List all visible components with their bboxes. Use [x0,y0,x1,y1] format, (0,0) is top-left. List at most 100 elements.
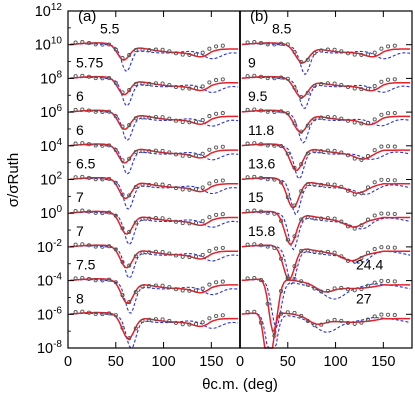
data-point [252,174,257,179]
energy-label-a-0: 5.5 [100,21,120,37]
data-point [305,214,310,219]
data-point [245,175,250,180]
data-point [272,333,277,338]
data-point [379,312,384,317]
xtick-label: 50 [108,354,124,370]
data-point [180,153,185,158]
data-point [207,80,212,85]
data-point [207,282,212,287]
data-point [258,320,264,325]
data-point [80,309,85,314]
data-point [140,216,145,221]
data-point [279,41,284,46]
dashed-line [69,211,239,246]
solid-line [69,278,239,305]
data-point [140,284,145,289]
data-point [245,141,250,146]
data-point [193,288,199,293]
data-point [86,276,92,282]
data-point [187,120,192,125]
data-point [386,211,391,216]
dashed-line [241,43,411,76]
data-point [147,182,152,187]
data-point [258,209,264,214]
data-point [299,189,304,194]
energy-label-b-5: 15 [248,189,264,205]
data-point [100,312,105,317]
data-point [245,40,250,45]
ytick-label: 10-6 [37,305,62,323]
data-point [113,114,118,119]
data-point [372,50,377,55]
curve-a-7 [69,275,239,314]
data-point [305,57,310,62]
data-point [160,81,165,86]
ytick-label: 1010 [35,36,63,54]
data-point [372,117,377,122]
curve-b-2 [241,107,411,144]
ytick-label: 10-8 [37,339,62,357]
data-point [120,325,125,330]
data-point [153,148,158,153]
data-point [305,248,310,253]
data-point [173,118,179,123]
data-point [392,77,397,82]
data-point [285,76,290,81]
data-point [153,182,158,187]
data-point [345,287,351,292]
energy-label-b-3: 11.8 [248,122,274,138]
solid-line [241,278,411,332]
data-point [245,107,250,112]
data-point [113,80,118,85]
data-point [386,312,391,317]
data-point [325,319,330,324]
data-point [113,180,118,185]
data-point [245,74,250,79]
data-point [73,276,78,281]
curve-b-4 [241,174,411,216]
data-point [325,47,330,52]
data-point [193,86,199,91]
data-point [93,278,98,283]
data-point [352,192,357,197]
xtick-label: 150 [371,354,395,370]
data-point [339,116,344,121]
data-point [133,116,138,121]
data-point [187,255,192,260]
data-point [386,77,391,82]
energy-label-a-6: 7 [76,223,84,239]
energy-label-b-4: 13.6 [248,156,275,172]
data-point [100,109,105,115]
data-point [173,253,179,258]
data-point [332,47,337,52]
data-point [359,255,364,261]
data-point [265,244,270,249]
data-point [187,187,192,192]
data-point [220,313,225,318]
data-point [386,177,391,183]
data-point [272,76,277,81]
data-point [153,249,158,254]
data-point [93,42,98,47]
data-point [292,49,297,55]
data-point [133,326,138,331]
data-point [339,49,344,54]
data-point [120,56,125,61]
data-point [140,182,145,188]
data-point [332,286,337,291]
dashed-line [69,110,239,142]
data-point [305,318,310,324]
data-point [312,286,317,291]
data-point [292,203,297,208]
data-point [352,226,357,231]
data-point [339,318,344,323]
data-point [386,111,391,116]
data-point [279,180,284,185]
data-point [107,244,112,249]
data-point [100,177,105,182]
dashed-line [69,279,239,314]
data-point [305,123,310,128]
data-point [345,224,351,229]
data-point [379,177,384,182]
